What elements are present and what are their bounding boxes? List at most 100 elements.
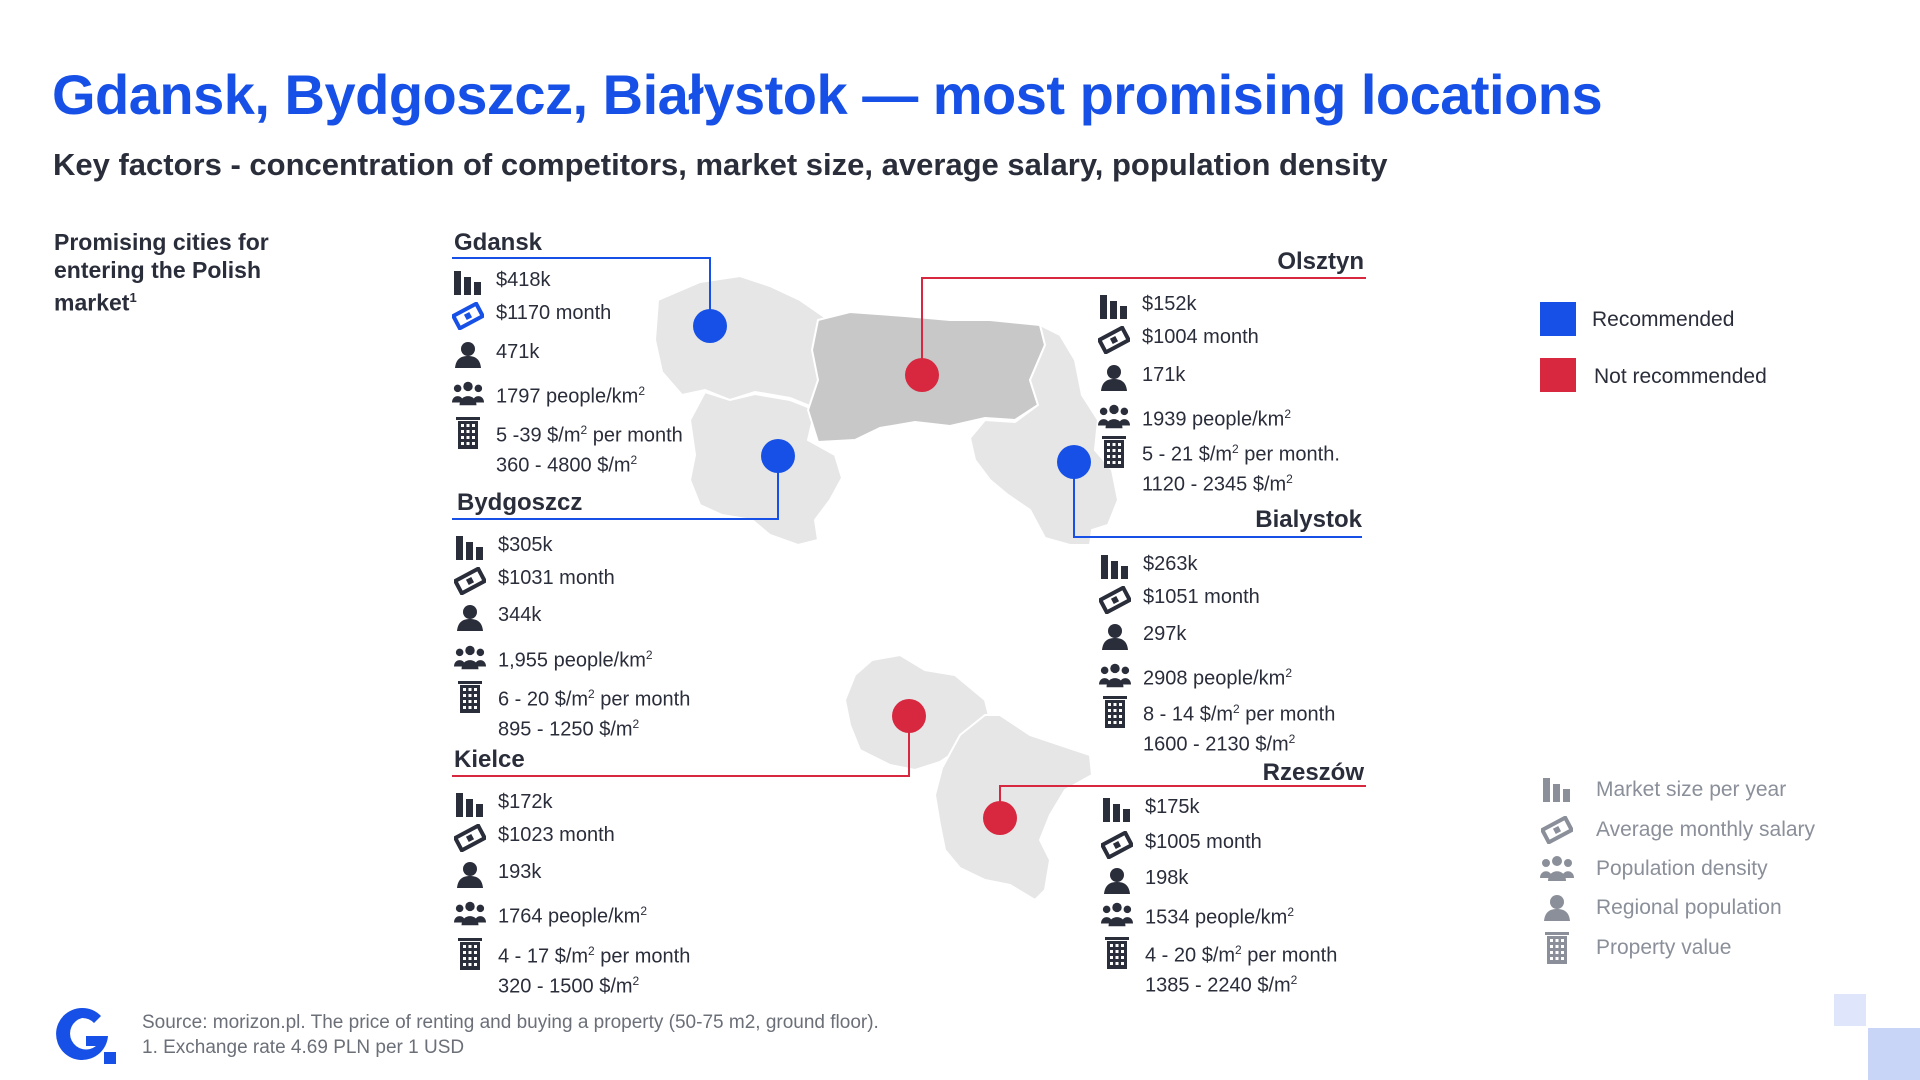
bar-chart-icon bbox=[454, 790, 486, 820]
rzeszow-market-row: $175k bbox=[1101, 795, 1200, 825]
bialystok-salary-row: $1051 month bbox=[1099, 585, 1260, 615]
page-title: Gdansk, Bydgoszcz, Białystok — most prom… bbox=[52, 63, 1603, 126]
company-logo bbox=[56, 1007, 116, 1064]
building-icon bbox=[1540, 933, 1574, 963]
bydgoszcz-market-row: $305k bbox=[454, 533, 553, 563]
legend-not-recommended-swatch bbox=[1540, 358, 1576, 392]
connector-bydgoszcz bbox=[452, 456, 779, 520]
marker-olsztyn bbox=[905, 358, 939, 392]
marker-gdansk bbox=[693, 309, 727, 343]
group-icon bbox=[1101, 900, 1133, 930]
building-icon bbox=[1099, 697, 1131, 727]
region-gdansk bbox=[653, 274, 828, 410]
bialystok-property-row: 8 - 14 $/m2 per month 1600 - 2130 $/m2 bbox=[1099, 697, 1335, 756]
bar-chart-icon bbox=[1540, 775, 1574, 805]
group-icon bbox=[1540, 854, 1574, 884]
group-icon bbox=[452, 379, 484, 409]
gdansk-market-row: $418k bbox=[452, 268, 551, 298]
bydgoszcz-density-row: 1,955 people/km2 bbox=[454, 643, 653, 673]
page-subtitle: Key factors - concentration of competito… bbox=[53, 147, 1388, 182]
region-bydgoszcz bbox=[688, 390, 844, 547]
olsztyn-density-row: 1939 people/km2 bbox=[1098, 402, 1291, 432]
money-icon bbox=[1101, 830, 1133, 860]
marker-bydgoszcz bbox=[761, 439, 795, 473]
rzeszow-property-row: 4 - 20 $/m2 per month 1385 - 2240 $/m2 bbox=[1101, 938, 1337, 997]
city-name-gdansk: Gdansk bbox=[454, 229, 543, 256]
bydgoszcz-population-row: 344k bbox=[454, 603, 541, 633]
money-icon bbox=[454, 566, 486, 596]
bar-chart-icon bbox=[1101, 795, 1133, 825]
person-icon bbox=[452, 340, 484, 370]
person-icon bbox=[454, 860, 486, 890]
bydgoszcz-salary-row: $1031 month bbox=[454, 566, 615, 596]
city-name-rzeszow: Rzeszów bbox=[1262, 759, 1364, 786]
money-icon bbox=[454, 823, 486, 853]
olsztyn-market-row: $152k bbox=[1098, 292, 1197, 322]
person-icon bbox=[1099, 622, 1131, 652]
bar-chart-icon bbox=[1099, 552, 1131, 582]
person-icon bbox=[1101, 866, 1133, 896]
connector-bialystok bbox=[1073, 462, 1362, 538]
key-property-row: Property value bbox=[1540, 933, 1731, 963]
building-icon bbox=[1101, 938, 1133, 968]
bar-chart-icon bbox=[1098, 292, 1130, 322]
region-rzeszow bbox=[933, 714, 1094, 902]
source-note: Source: morizon.pl. The price of renting… bbox=[142, 1012, 879, 1058]
marker-rzeszow bbox=[983, 801, 1017, 835]
bialystok-population-row: 297k bbox=[1099, 622, 1186, 652]
kielce-salary-row: $1023 month bbox=[454, 823, 615, 853]
money-icon bbox=[1540, 815, 1574, 845]
rzeszow-salary-row: $1005 month bbox=[1101, 830, 1262, 860]
gdansk-salary-row: $1170 month bbox=[452, 301, 611, 331]
sidebar-heading: Promising cities for entering the Polish… bbox=[54, 229, 269, 316]
bar-chart-icon bbox=[454, 533, 486, 563]
money-icon bbox=[1098, 325, 1130, 355]
legend-recommended-label: Recommended bbox=[1592, 308, 1735, 331]
region-bialystok bbox=[968, 323, 1120, 546]
kielce-property-row: 4 - 17 $/m2 per month 320 - 1500 $/m2 bbox=[454, 939, 690, 998]
gdansk-property-row: 5 -39 $/m2 per month 360 - 4800 $/m2 bbox=[452, 418, 683, 477]
bialystok-density-row: 2908 people/km2 bbox=[1099, 661, 1292, 691]
kielce-market-row: $172k bbox=[454, 790, 553, 820]
connector-kielce bbox=[452, 716, 910, 777]
building-icon bbox=[1098, 437, 1130, 467]
group-icon bbox=[1098, 402, 1130, 432]
marker-bialystok bbox=[1057, 445, 1091, 479]
building-icon bbox=[452, 418, 484, 448]
olsztyn-population-row: 171k bbox=[1098, 363, 1185, 393]
bar-chart-icon bbox=[452, 268, 484, 298]
city-name-kielce: Kielce bbox=[454, 746, 525, 773]
bydgoszcz-property-row: 6 - 20 $/m2 per month 895 - 1250 $/m2 bbox=[454, 682, 690, 741]
city-name-bydgoszcz: Bydgoszcz bbox=[457, 489, 583, 516]
gdansk-population-row: 471k bbox=[452, 340, 539, 370]
olsztyn-property-row: 5 - 21 $/m2 per month. 1120 - 2345 $/m2 bbox=[1098, 437, 1340, 496]
connector-olsztyn bbox=[921, 277, 1366, 375]
city-name-bialystok: Bialystok bbox=[1255, 506, 1362, 533]
group-icon bbox=[1099, 661, 1131, 691]
key-market-row: Market size per year bbox=[1540, 775, 1786, 805]
key-salary-row: Average monthly salary bbox=[1540, 815, 1815, 845]
decorative-square-large bbox=[1868, 1028, 1920, 1080]
kielce-density-row: 1764 people/km2 bbox=[454, 899, 647, 929]
money-icon bbox=[452, 301, 484, 331]
olsztyn-salary-row: $1004 month bbox=[1098, 325, 1259, 355]
money-icon bbox=[1099, 585, 1131, 615]
rzeszow-density-row: 1534 people/km2 bbox=[1101, 900, 1294, 930]
connector-gdansk bbox=[452, 257, 711, 326]
building-icon bbox=[454, 682, 486, 712]
gdansk-density-row: 1797 people/km2 bbox=[452, 379, 645, 409]
key-density-row: Population density bbox=[1540, 854, 1768, 884]
rzeszow-population-row: 198k bbox=[1101, 866, 1188, 896]
kielce-population-row: 193k bbox=[454, 860, 541, 890]
group-icon bbox=[454, 899, 486, 929]
key-population-row: Regional population bbox=[1540, 893, 1782, 923]
marker-kielce bbox=[892, 699, 926, 733]
legend-not-recommended-label: Not recommended bbox=[1594, 365, 1767, 388]
decorative-square-small bbox=[1834, 994, 1866, 1026]
group-icon bbox=[454, 643, 486, 673]
bialystok-market-row: $263k bbox=[1099, 552, 1198, 582]
legend-recommended-swatch bbox=[1540, 302, 1576, 336]
person-icon bbox=[1098, 363, 1130, 393]
person-icon bbox=[454, 603, 486, 633]
